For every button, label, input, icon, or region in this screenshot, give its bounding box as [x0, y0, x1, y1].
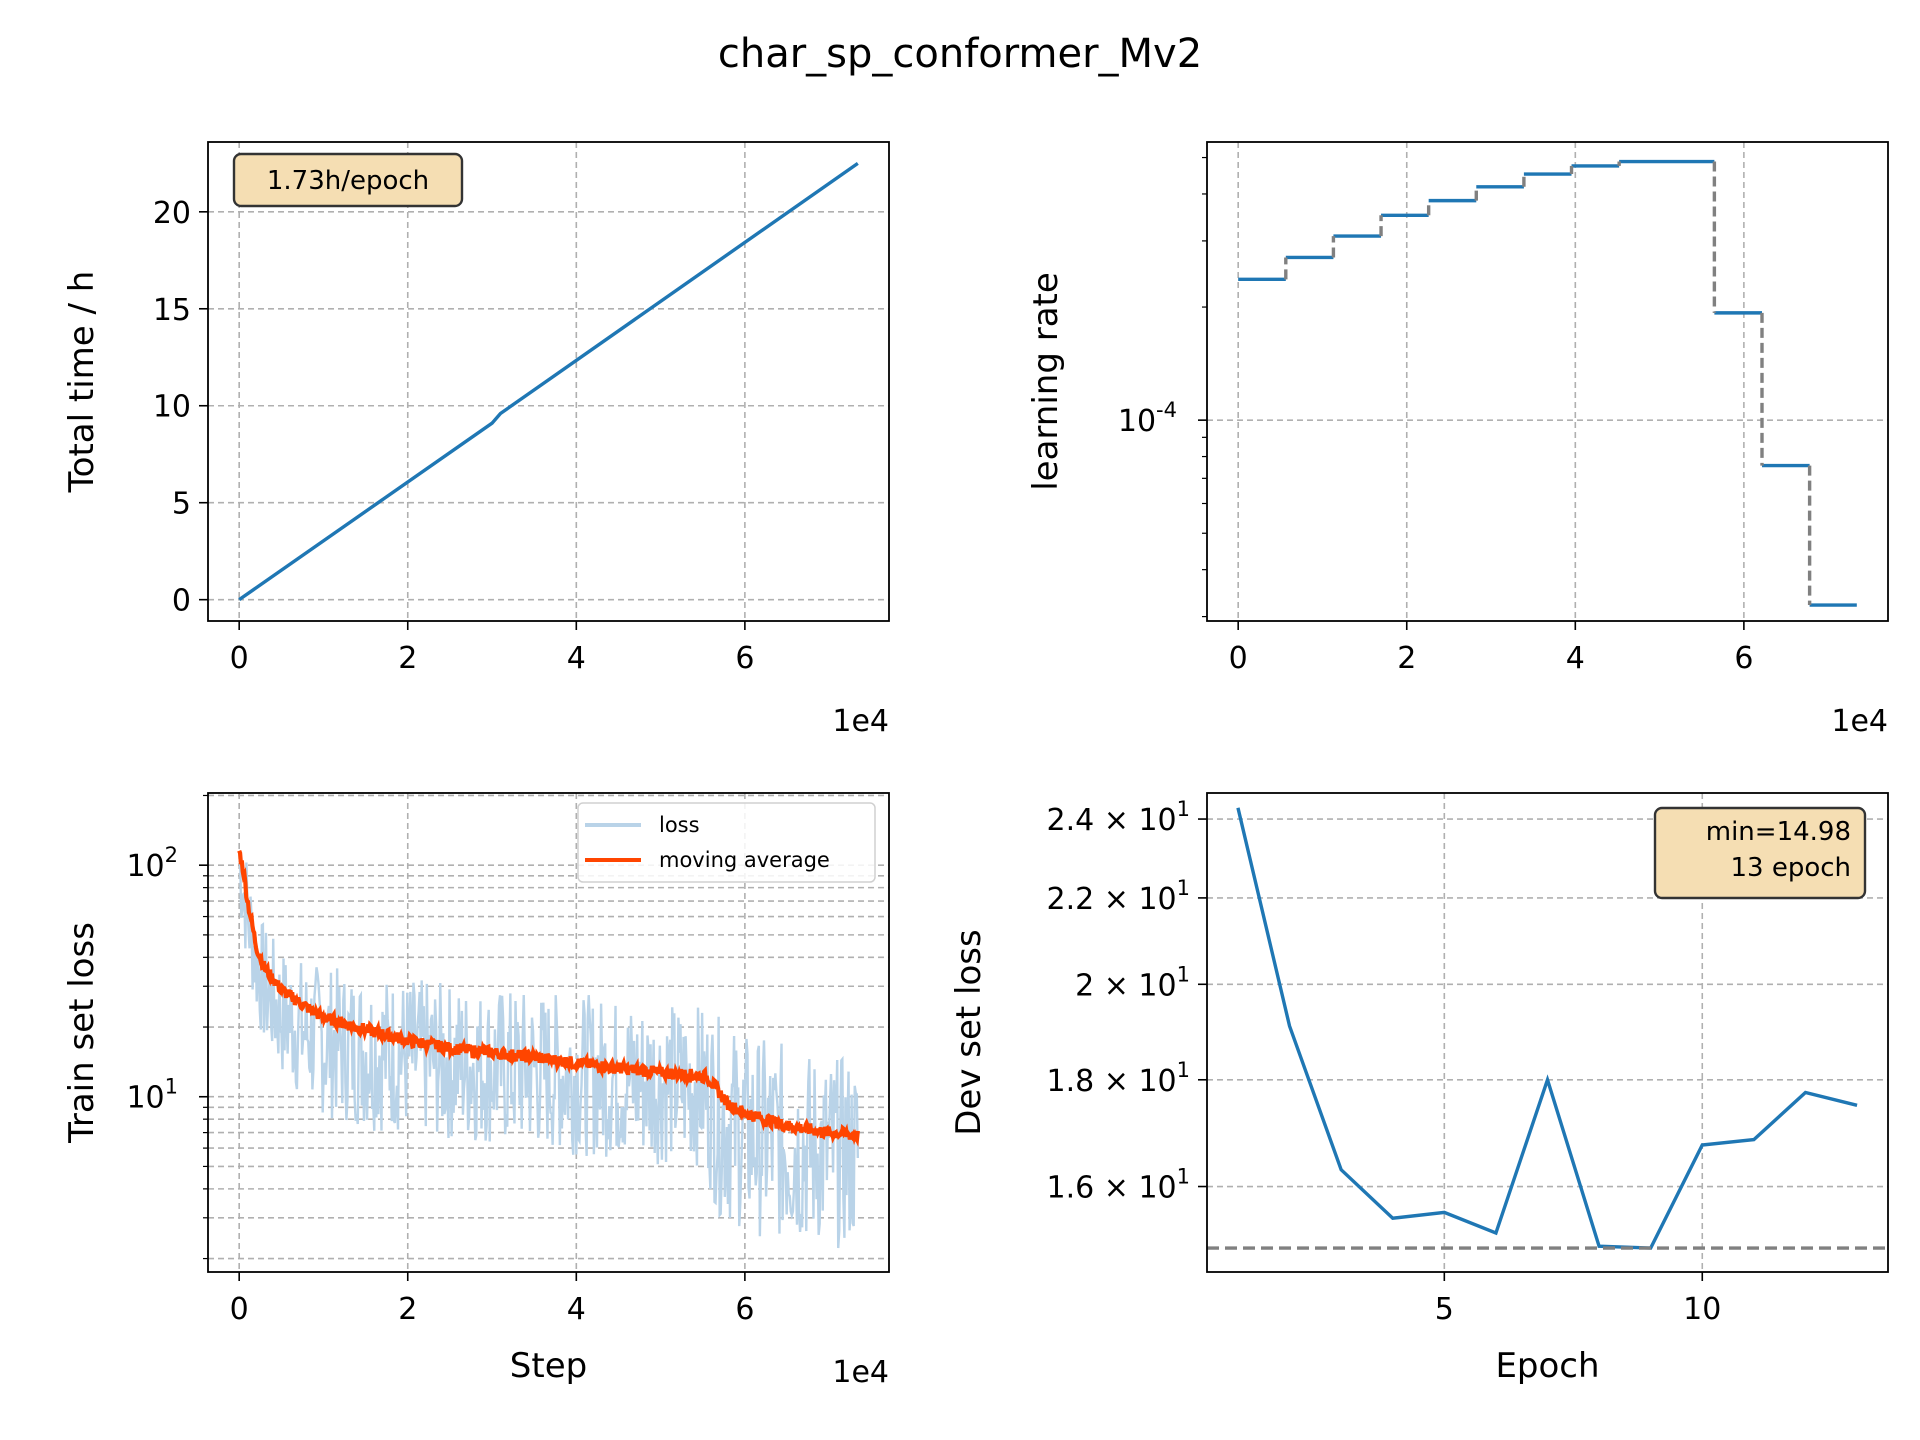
- x-offset-label: 1e4: [1831, 704, 1888, 739]
- plot-area: [1207, 807, 1888, 1250]
- tick-exponent: 1: [1177, 797, 1190, 821]
- plot-area: [237, 849, 860, 1249]
- x-tick-label: 2: [1397, 641, 1416, 676]
- tick-exponent: 1: [1177, 876, 1190, 900]
- tick-mantissa: 2.4 × 10: [1047, 803, 1177, 838]
- tick-exponent: 2: [165, 843, 178, 867]
- annotation-box: 1.73h/epoch: [232, 152, 464, 208]
- tick-mantissa: 1.8 × 10: [1047, 1064, 1177, 1099]
- y-axis-label: Dev set loss: [949, 929, 989, 1135]
- x-tick-label: 5: [1435, 1292, 1454, 1327]
- x-tick-label: 6: [735, 1292, 754, 1327]
- annotation-frame: [232, 152, 464, 208]
- x-tick-label: 6: [735, 641, 754, 676]
- tick-exponent: 1: [1177, 1165, 1190, 1189]
- tick-mantissa: 2.2 × 10: [1047, 882, 1177, 917]
- annotation-text-epoch: 13 epoch: [1730, 853, 1851, 883]
- y-tick-label: 2.2 × 101: [1047, 876, 1190, 917]
- axes-frame: [1206, 792, 1889, 1273]
- tick-exponent: 1: [165, 1075, 178, 1099]
- legend-label-loss: loss: [659, 813, 700, 837]
- y-tick-label: 2 × 101: [1075, 962, 1190, 1003]
- y-axis-label: Total time / h: [62, 271, 102, 494]
- axes-frame: [207, 792, 890, 1273]
- x-axis-label: Epoch: [1495, 1346, 1599, 1386]
- y-axis-label: Train set loss: [62, 922, 102, 1144]
- y-axis-label: learning rate: [1026, 272, 1066, 491]
- y-tick-label: 5: [172, 487, 191, 522]
- y-tick-label: 1.6 × 101: [1047, 1165, 1190, 1206]
- annotation-text-min: min=14.98: [1706, 817, 1851, 847]
- x-axis-label: Step: [510, 1346, 587, 1386]
- y-tick-label: 101: [126, 1075, 178, 1116]
- y-tick-label: 0: [172, 584, 191, 619]
- tick-mantissa: 1.6 × 10: [1047, 1171, 1177, 1206]
- legend-label-moving-average: moving average: [659, 848, 830, 872]
- x-tick-label: 0: [1229, 641, 1248, 676]
- x-tick-label: 4: [567, 641, 586, 676]
- panel-top-left: 0 2 4 6 0 5 10 15 20 Total time / h 1e4 1.73h/epoch: [62, 141, 890, 739]
- annotation-box: min=14.98 13 epoch: [1653, 806, 1867, 900]
- panel-top-right: 0 2 4 6 10-4 learning rate 1e4: [1026, 141, 1889, 739]
- tick-exponent: -4: [1156, 398, 1177, 422]
- y-tick-label: 1.8 × 101: [1047, 1058, 1190, 1099]
- y-tick-label: 10-4: [1118, 398, 1177, 439]
- legend-frame: [577, 802, 876, 883]
- y-tick-label: 2.4 × 101: [1047, 797, 1190, 838]
- loss-line: [238, 858, 860, 1249]
- y-tick-label: 20: [153, 196, 191, 231]
- grid: [1207, 142, 1888, 621]
- tick-exponent: 1: [1177, 1058, 1190, 1082]
- plot-area: [1238, 159, 1857, 607]
- tick-mantissa: 2 × 10: [1075, 968, 1176, 1003]
- x-tick-label: 4: [1566, 641, 1585, 676]
- x-offset-label: 1e4: [832, 704, 889, 739]
- y-tick-label: 102: [126, 843, 178, 884]
- tick-mantissa: 10: [1118, 404, 1156, 439]
- tick-mantissa: 10: [126, 1081, 164, 1116]
- x-tick-label: 2: [398, 641, 417, 676]
- moving-average-line: [237, 849, 860, 1147]
- x-tick-label: 0: [230, 641, 249, 676]
- x-tick-label: 10: [1683, 1292, 1721, 1327]
- tick-exponent: 1: [1177, 962, 1190, 986]
- axes-frame: [207, 141, 890, 622]
- x-tick-label: 4: [567, 1292, 586, 1327]
- y-tick-label: 10: [153, 390, 191, 425]
- x-tick-label: 6: [1734, 641, 1753, 676]
- figure-title: char_sp_conformer_Mv2: [718, 31, 1202, 77]
- series-line: [238, 161, 859, 602]
- tick-mantissa: 10: [126, 849, 164, 884]
- grid: [208, 142, 889, 621]
- y-tick-label: 15: [153, 293, 191, 328]
- x-tick-label: 0: [230, 1292, 249, 1327]
- x-offset-label: 1e4: [832, 1355, 889, 1390]
- axes-frame: [1206, 141, 1889, 622]
- annotation-frame: [1653, 806, 1867, 900]
- annotation-text: 1.73h/epoch: [267, 166, 429, 196]
- x-tick-label: 2: [398, 1292, 417, 1327]
- plot-area: [238, 161, 859, 602]
- legend: loss moving average: [577, 802, 876, 883]
